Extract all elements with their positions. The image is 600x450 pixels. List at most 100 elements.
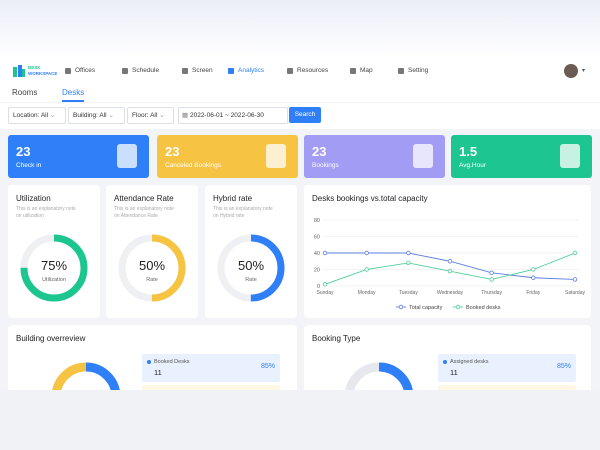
building-select[interactable]: Building: All ⌄: [68, 107, 125, 124]
legend-label: Total capacity: [409, 305, 443, 311]
nav-item[interactable]: Offices: [75, 67, 96, 74]
legend-label: Booked Desks: [154, 359, 190, 365]
label: Building:: [73, 112, 98, 119]
nav-icon[interactable]: [122, 68, 128, 74]
donut-segment: [51, 362, 121, 390]
point: [531, 275, 536, 280]
logo-text: WORKSPACE: [28, 71, 58, 76]
gauge-card: Utilization This is an explanatory note on…: [8, 185, 100, 318]
stat-icon: [266, 144, 286, 168]
tab-bar: [0, 85, 600, 102]
gauge-value: 75%: [41, 258, 67, 273]
line-chart-card: Desks bookings vs.total capacity 0 20 40 60…: [304, 185, 591, 318]
x-tick-label: Monday: [358, 290, 376, 296]
x-tick-label: Tuesday: [399, 290, 418, 296]
value: All: [150, 112, 158, 119]
y-tick-label: 0: [317, 284, 320, 290]
donut: [344, 362, 414, 390]
x-tick-label: Friday: [526, 290, 540, 296]
stat-card: 1.5 Avg.Hour: [451, 135, 592, 178]
point: [447, 268, 453, 274]
stat-card: 23 Check in: [8, 135, 149, 178]
point: [447, 259, 453, 264]
gauge-caption: Rate: [146, 277, 158, 283]
nav-icon[interactable]: [182, 68, 188, 74]
legend-label: Booked desks: [466, 305, 501, 311]
date-picker[interactable]: ▦ 2022-06-01 ~ 2022-06-30: [178, 107, 288, 124]
overview-card: Booking Type Assigned desks 11 85%: [304, 325, 591, 390]
legend-marker: [455, 304, 461, 310]
gauge-note: on utilization: [16, 213, 44, 219]
overview-card: Building overreview Booked Desks 11 85%: [8, 325, 297, 390]
stat-value: 23: [312, 144, 327, 159]
point: [572, 277, 578, 282]
gauge-note: This is an explanatory note: [213, 206, 273, 212]
stat-icon: [560, 144, 580, 168]
label: Floor:: [132, 112, 149, 119]
nav-item[interactable]: Setting: [408, 67, 429, 74]
gauge-value: 50%: [139, 258, 165, 273]
search-button[interactable]: Search: [289, 107, 321, 123]
tab[interactable]: Rooms: [12, 88, 38, 97]
legend-dot: [443, 360, 447, 364]
x-tick-label: Wednesday: [437, 290, 464, 296]
nav-icon[interactable]: [287, 68, 293, 74]
nav-item[interactable]: Resources: [297, 67, 329, 74]
location-select[interactable]: Location: All ⌄: [8, 107, 66, 124]
tab[interactable]: Desks: [62, 88, 85, 97]
legend-percent: 85%: [556, 363, 571, 370]
logo-text: DESK: [28, 65, 41, 70]
gauge-arc: [20, 234, 88, 302]
y-tick-label: 20: [314, 268, 320, 274]
legend-count: 11: [154, 368, 162, 377]
stat-icon: [413, 144, 433, 168]
date-range: 2022-06-01 ~ 2022-06-30: [189, 112, 264, 119]
tab-underline: [62, 100, 84, 102]
x-tick-label: Sunday: [317, 290, 334, 296]
point: [572, 250, 578, 256]
donut-segment: [344, 362, 414, 390]
line: [325, 252, 576, 280]
legend-label: Assigned desks: [450, 359, 489, 365]
gauge: 50% Rate: [118, 234, 186, 302]
stat-label: Avg.Hour: [459, 162, 486, 169]
donut: [51, 362, 121, 390]
stat-label: Canceled Bookings: [165, 162, 222, 169]
line-chart: 0 20 40 60 80 Sunday Monday Tuesday Wednesday Thu…: [314, 218, 586, 311]
nav-item[interactable]: Map: [360, 67, 373, 74]
point: [322, 250, 328, 256]
legend-box: [438, 385, 576, 390]
x-tick-label: Thursday: [481, 290, 502, 296]
nav-item[interactable]: Analytics: [238, 67, 265, 74]
gauge: 50% Rate: [217, 234, 285, 302]
footer-bg: [0, 390, 600, 450]
point: [489, 270, 494, 275]
gauge-arc: [217, 234, 285, 302]
legend-box: Assigned desks 11 85%: [438, 354, 576, 382]
stat-card: 23 Bookings: [304, 135, 445, 178]
y-tick-label: 60: [314, 235, 320, 241]
stat-label: Bookings: [312, 162, 339, 169]
gauge-arc: [118, 234, 186, 302]
gauge-note: This is an explanatory note: [16, 206, 76, 212]
caret[interactable]: ▾: [582, 68, 586, 74]
nav-item[interactable]: Screen: [192, 67, 213, 74]
nav-icon[interactable]: [228, 68, 234, 74]
legend-box: Booked Desks 11 85%: [142, 354, 280, 382]
nav-item[interactable]: Schedule: [132, 67, 160, 74]
point: [489, 277, 494, 282]
legend-marker: [398, 304, 404, 310]
nav-icon[interactable]: [350, 68, 356, 74]
gauge-note: This is an explanatory note: [114, 206, 174, 212]
stat-icon: [117, 144, 137, 168]
gauge: 75% Utilization: [20, 234, 88, 302]
nav-icon[interactable]: [65, 68, 71, 74]
nav-icon[interactable]: [398, 68, 404, 74]
avatar[interactable]: [564, 64, 578, 78]
floor-select[interactable]: Floor: All ⌄: [127, 107, 174, 124]
stat-label: Check in: [16, 162, 42, 169]
stat-value: 23: [16, 144, 31, 159]
gauge-card: Attendance Rate This is an explanatory no…: [106, 185, 198, 318]
point: [531, 267, 536, 272]
value: All: [99, 112, 107, 119]
